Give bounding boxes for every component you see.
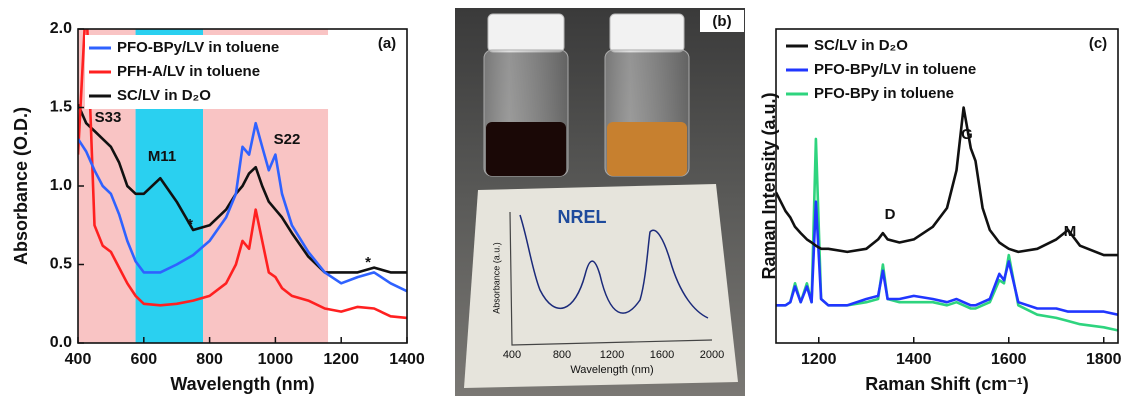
photo: (b) NREL Absorbance (a.u.) Wavelength (n…: [455, 8, 745, 396]
x-tick-label: 400: [65, 351, 92, 368]
x-tick-label: 1000: [258, 351, 294, 368]
y-axis-label: Absorbance (O.D.): [11, 107, 31, 265]
y-tick-label: 2.0: [50, 20, 72, 37]
annotation: *: [365, 254, 371, 271]
figure: (b) NREL Absorbance (a.u.) Wavelength (n…: [0, 0, 1121, 406]
annotation: *: [187, 216, 193, 233]
legend-label: PFO-BPy/LV in toluene: [117, 39, 279, 56]
legend-label: PFH-A/LV in toluene: [117, 63, 260, 80]
panel-label: (a): [378, 35, 396, 52]
annotation: G: [961, 126, 973, 143]
legend-label: PFO-BPy/LV in toluene: [814, 61, 976, 78]
x-tick-label: 1600: [991, 351, 1027, 368]
annotation: S33: [95, 109, 122, 126]
inset-tick-label: 1600: [650, 349, 674, 361]
x-tick-label: 1400: [389, 351, 425, 368]
x-axis-label: Raman Shift (cm⁻¹): [865, 374, 1029, 394]
panel-label: (c): [1089, 35, 1107, 52]
panel-label: (b): [712, 13, 731, 30]
annotation: M: [1064, 223, 1077, 240]
x-tick-label: 600: [130, 351, 157, 368]
x-tick-label: 1200: [323, 351, 359, 368]
logo: NREL: [558, 207, 607, 227]
inset-x-label: Wavelength (nm): [570, 364, 653, 376]
vial-liquid: [486, 122, 566, 176]
annotation: D: [885, 206, 896, 223]
y-tick-label: 0.5: [50, 256, 72, 273]
x-tick-label: 1400: [896, 351, 932, 368]
x-axis-label: Wavelength (nm): [170, 374, 314, 394]
y-axis-label: Raman Intensity (a.u.): [759, 92, 779, 279]
legend-label: SC/LV in D₂O: [117, 87, 211, 104]
annotation: S22: [274, 131, 301, 148]
inset-tick-label: 2000: [700, 349, 724, 361]
series-line: [776, 202, 1118, 315]
inset-y-label: Absorbance (a.u.): [491, 242, 501, 314]
x-tick-label: 1800: [1086, 351, 1121, 368]
y-tick-label: 0.0: [50, 334, 72, 351]
vial-cap: [610, 14, 684, 52]
y-tick-label: 1.0: [50, 177, 72, 194]
inset-tick-label: 1200: [600, 349, 624, 361]
legend-label: PFO-BPy in toluene: [814, 85, 954, 102]
x-tick-label: 800: [196, 351, 223, 368]
annotation: M11: [148, 148, 176, 165]
vial-cap: [488, 14, 564, 52]
x-tick-label: 1200: [801, 351, 837, 368]
inset-tick-label: 400: [503, 349, 521, 361]
legend-label: SC/LV in D₂O: [814, 37, 908, 54]
y-tick-label: 1.5: [50, 99, 72, 116]
vial-liquid: [607, 122, 687, 176]
inset-tick-label: 800: [553, 349, 571, 361]
